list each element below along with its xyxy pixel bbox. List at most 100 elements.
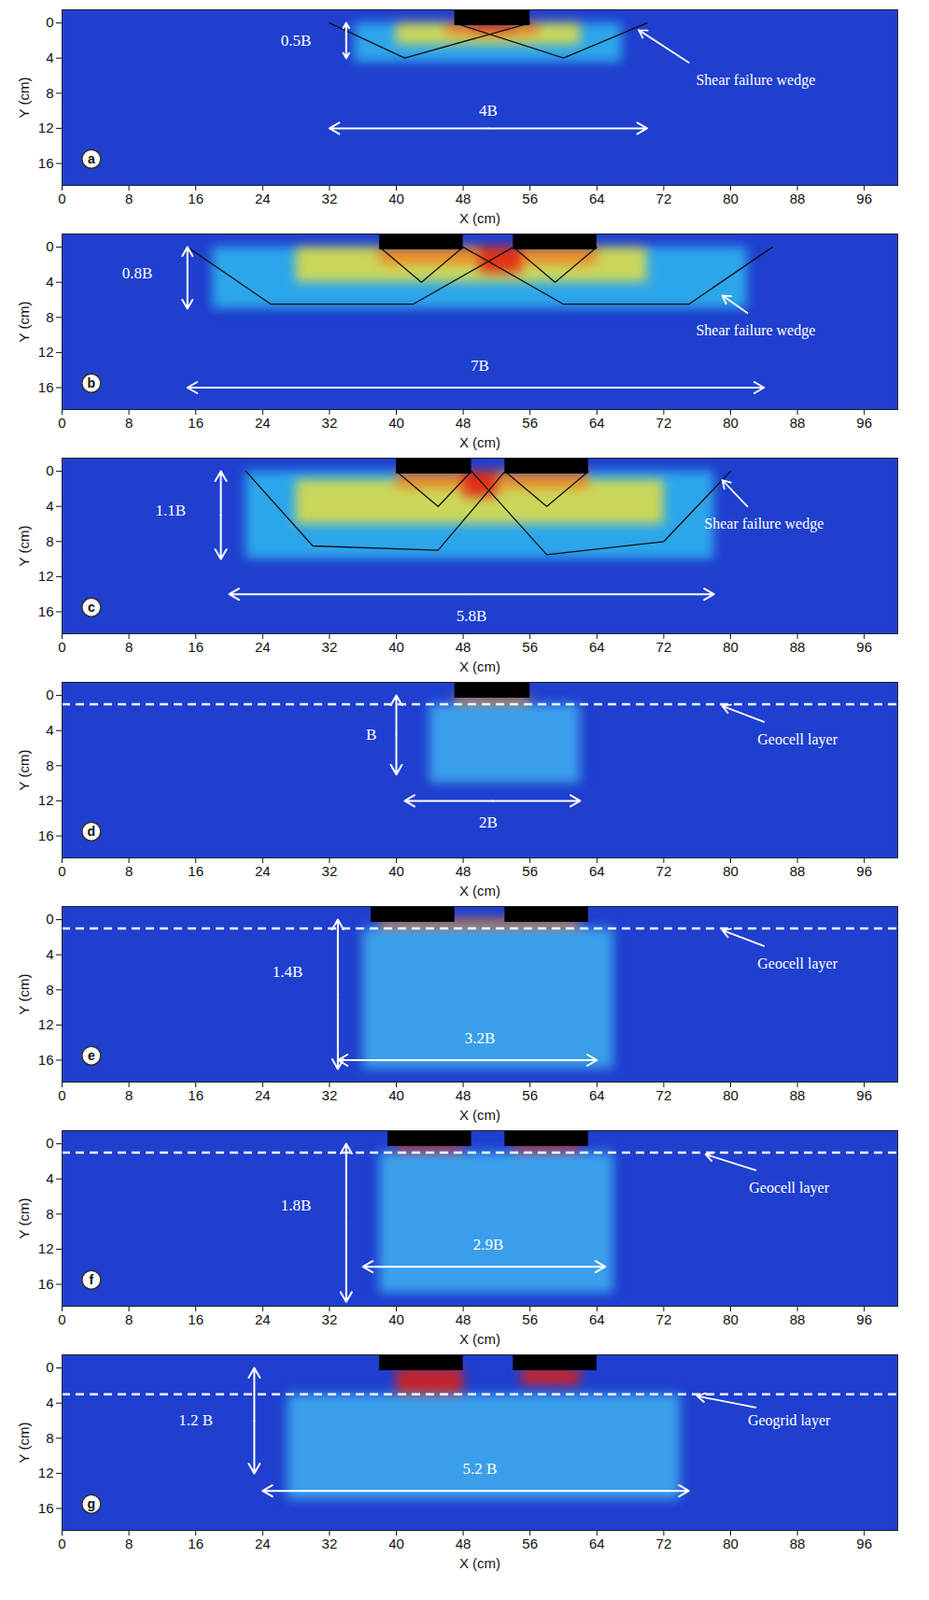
svg-text:Y (cm): Y (cm) (15, 973, 32, 1015)
svg-text:8: 8 (125, 1534, 133, 1551)
svg-text:32: 32 (322, 414, 338, 431)
svg-text:4: 4 (45, 1393, 54, 1410)
svg-text:b: b (87, 375, 97, 391)
svg-text:Shear failure wedge: Shear failure wedge (695, 322, 816, 339)
svg-text:80: 80 (722, 862, 739, 879)
svg-text:24: 24 (254, 414, 271, 431)
svg-text:4: 4 (45, 945, 54, 962)
svg-text:8: 8 (45, 1429, 54, 1446)
svg-text:16: 16 (38, 603, 55, 620)
svg-text:72: 72 (656, 414, 673, 431)
svg-text:56: 56 (521, 414, 538, 431)
svg-text:0.8B: 0.8B (122, 264, 154, 282)
svg-text:64: 64 (589, 414, 606, 431)
svg-text:8: 8 (125, 414, 133, 431)
svg-text:40: 40 (388, 1086, 405, 1103)
svg-text:72: 72 (656, 1086, 673, 1103)
svg-text:1.2 B: 1.2 B (178, 1410, 213, 1429)
svg-text:12: 12 (38, 567, 55, 584)
svg-text:16: 16 (38, 154, 55, 171)
svg-text:40: 40 (388, 638, 405, 655)
svg-text:0: 0 (45, 686, 54, 703)
svg-text:16: 16 (38, 1499, 55, 1516)
svg-text:Y (cm): Y (cm) (15, 77, 32, 119)
svg-text:16: 16 (187, 1534, 204, 1551)
svg-text:56: 56 (521, 638, 538, 655)
svg-text:0: 0 (57, 862, 66, 879)
svg-text:Geocell layer: Geocell layer (757, 955, 838, 972)
svg-text:24: 24 (254, 1534, 271, 1551)
svg-text:72: 72 (656, 190, 673, 207)
svg-text:c: c (87, 599, 96, 615)
svg-text:0: 0 (57, 1086, 66, 1103)
svg-text:88: 88 (789, 1310, 806, 1327)
svg-text:88: 88 (789, 862, 806, 879)
svg-text:16: 16 (38, 1275, 55, 1292)
svg-text:40: 40 (388, 1534, 405, 1551)
svg-text:0: 0 (45, 462, 54, 479)
svg-text:0: 0 (57, 638, 66, 655)
svg-text:12: 12 (38, 791, 55, 808)
svg-text:Y (cm): Y (cm) (15, 301, 32, 343)
svg-text:40: 40 (388, 190, 405, 207)
svg-text:32: 32 (322, 1086, 338, 1103)
svg-text:Geocell layer: Geocell layer (757, 731, 838, 748)
svg-text:96: 96 (856, 862, 873, 879)
svg-text:24: 24 (254, 1086, 271, 1103)
svg-text:1.4B: 1.4B (272, 962, 304, 981)
svg-text:Y (cm): Y (cm) (15, 1197, 32, 1239)
svg-text:4: 4 (45, 721, 54, 738)
svg-text:4: 4 (45, 49, 54, 66)
svg-text:96: 96 (856, 414, 873, 431)
svg-text:0: 0 (45, 1134, 54, 1151)
svg-text:16: 16 (187, 1310, 204, 1327)
svg-text:32: 32 (322, 862, 338, 879)
svg-text:64: 64 (589, 862, 606, 879)
svg-text:32: 32 (322, 1310, 338, 1327)
svg-text:16: 16 (38, 379, 55, 395)
svg-text:88: 88 (789, 1086, 806, 1103)
svg-text:2B: 2B (478, 813, 498, 831)
svg-text:80: 80 (722, 1310, 739, 1327)
svg-text:16: 16 (187, 190, 204, 207)
svg-text:48: 48 (455, 1086, 472, 1103)
svg-text:40: 40 (388, 1310, 405, 1327)
svg-text:4: 4 (45, 1169, 54, 1186)
svg-text:X (cm): X (cm) (459, 882, 501, 899)
svg-text:8: 8 (45, 84, 54, 101)
svg-text:12: 12 (38, 343, 55, 360)
svg-text:48: 48 (455, 638, 472, 655)
svg-text:X (cm): X (cm) (459, 210, 501, 226)
svg-text:g: g (87, 1495, 97, 1511)
svg-text:88: 88 (789, 414, 806, 431)
svg-text:32: 32 (322, 190, 338, 207)
svg-text:3.2B: 3.2B (464, 1028, 496, 1047)
svg-text:72: 72 (656, 862, 673, 879)
svg-text:48: 48 (455, 1534, 472, 1551)
svg-text:96: 96 (856, 1310, 873, 1327)
svg-text:16: 16 (38, 1051, 55, 1068)
svg-text:8: 8 (125, 1086, 133, 1103)
svg-text:96: 96 (856, 1534, 873, 1551)
svg-text:X (cm): X (cm) (459, 434, 501, 451)
svg-text:56: 56 (521, 1534, 538, 1551)
svg-text:48: 48 (455, 414, 472, 431)
svg-text:16: 16 (187, 862, 204, 879)
svg-text:4: 4 (45, 497, 54, 514)
svg-text:4: 4 (45, 273, 54, 290)
svg-text:16: 16 (187, 1086, 204, 1103)
svg-text:7B: 7B (470, 356, 490, 375)
svg-text:56: 56 (521, 190, 538, 207)
svg-text:d: d (87, 823, 97, 839)
svg-text:24: 24 (254, 862, 271, 879)
svg-text:88: 88 (789, 1534, 806, 1551)
svg-text:16: 16 (187, 414, 204, 431)
svg-text:Y (cm): Y (cm) (15, 1421, 32, 1464)
svg-text:80: 80 (722, 190, 739, 207)
svg-text:0: 0 (57, 1534, 66, 1551)
svg-text:80: 80 (722, 638, 739, 655)
svg-text:Shear failure wedge: Shear failure wedge (695, 71, 816, 89)
svg-text:24: 24 (254, 1310, 271, 1327)
svg-text:88: 88 (789, 638, 806, 655)
svg-text:8: 8 (125, 638, 133, 655)
